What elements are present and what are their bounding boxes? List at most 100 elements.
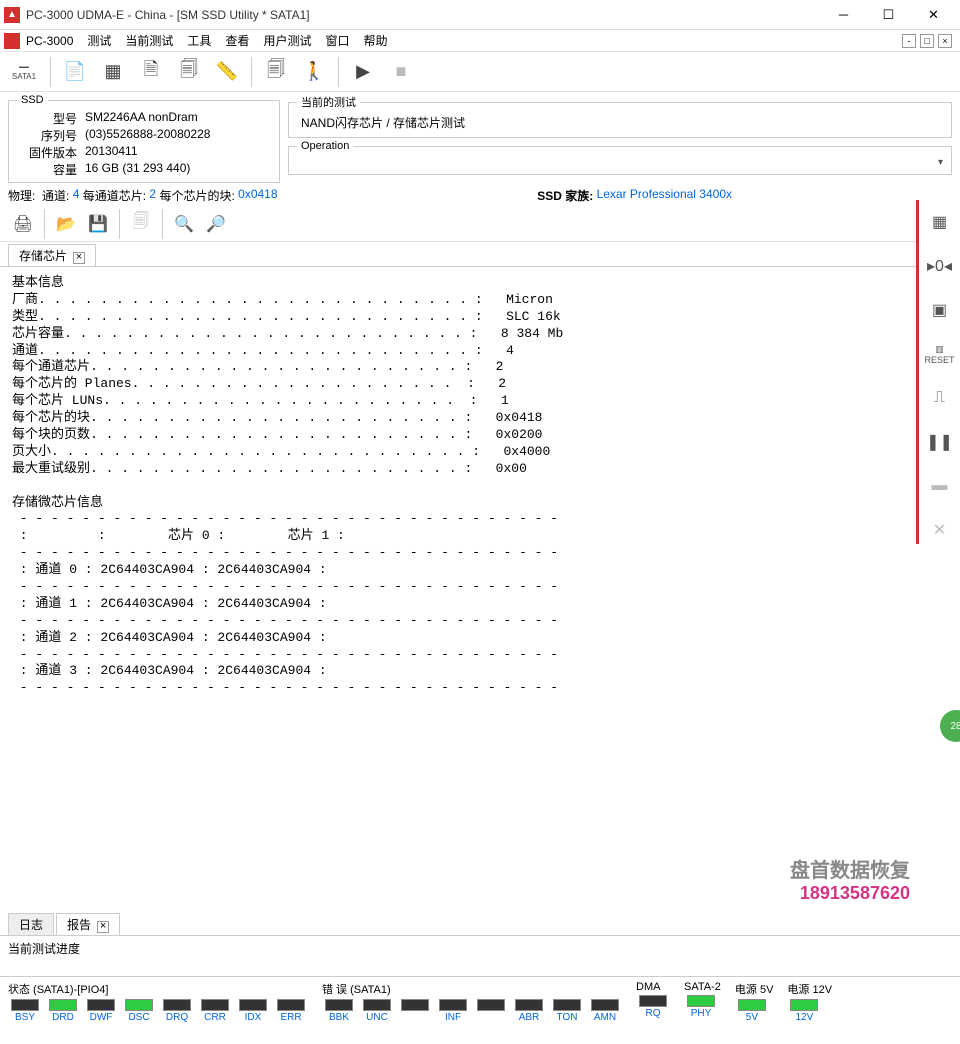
sg1-title: 状态 (SATA1)-[PIO4]: [8, 981, 308, 997]
menu-current-test[interactable]: 当前测试: [125, 32, 173, 49]
led-PHY: PHY: [684, 995, 718, 1019]
rs-pause-icon[interactable]: ❚❚: [926, 428, 954, 456]
rs-module-icon[interactable]: ▣: [926, 296, 954, 324]
maximize-button[interactable]: ☐: [866, 1, 911, 29]
titlebar: ▲ PC-3000 UDMA-E - China - [SM SSD Utili…: [0, 0, 960, 30]
led-INF: INF: [436, 999, 470, 1023]
open-icon[interactable]: 📂: [51, 209, 81, 239]
led-5V: 5V: [735, 999, 769, 1023]
info-l4: 通道. . . . . . . . . . . . . . . . . . . …: [12, 343, 514, 358]
status-group-sata2: SATA-2 PHY: [684, 981, 721, 1023]
window-title: PC-3000 UDMA-E - China - [SM SSD Utility…: [26, 8, 821, 22]
tab-log[interactable]: 日志: [8, 913, 54, 935]
ssd-model-label: 型号: [17, 110, 77, 127]
tab-report[interactable]: 报告×: [56, 913, 120, 935]
family-label: SSD 家族:: [537, 187, 593, 204]
led-ABR: ABR: [512, 999, 546, 1023]
ssd-serial-label: 序列号: [17, 127, 77, 144]
minimize-button[interactable]: ─: [821, 1, 866, 29]
mdi-restore[interactable]: □: [920, 34, 934, 48]
progress-label: 当前测试进度: [8, 940, 952, 957]
led-DRD: DRD: [46, 999, 80, 1023]
tb-stop-icon[interactable]: ■: [383, 54, 419, 90]
tb-docs-icon[interactable]: 🗎: [133, 54, 169, 90]
phys-chips: 2: [149, 187, 156, 204]
close-button[interactable]: ✕: [911, 1, 956, 29]
sata-button[interactable]: ━━SATA1: [4, 54, 44, 90]
info-hdr2: - - - - - - - - - - - - - - - - - - - - …: [12, 545, 566, 560]
menu-user-test[interactable]: 用户测试: [263, 32, 311, 49]
tab-report-close-icon[interactable]: ×: [97, 921, 109, 933]
rs-chip-icon[interactable]: ▦: [926, 208, 954, 236]
ssd-fw: 20130411: [85, 144, 138, 161]
ssd-cap: 16 GB (31 293 440): [85, 161, 190, 178]
sg2-title: 错 误 (SATA1): [322, 981, 622, 997]
ssd-fw-label: 固件版本: [17, 144, 77, 161]
mdi-close[interactable]: ×: [938, 34, 952, 48]
phys-ch: 4: [73, 187, 80, 204]
info-l6: 每个芯片的 Planes. . . . . . . . . . . . . . …: [12, 376, 506, 391]
led-CRR: CRR: [198, 999, 232, 1023]
tb-play-icon[interactable]: ▶: [345, 54, 381, 90]
rs-tools-icon[interactable]: ✕: [926, 516, 954, 544]
led-IDX: IDX: [236, 999, 270, 1023]
rs-ic-icon[interactable]: ▬: [926, 472, 954, 500]
save-icon[interactable]: 💾: [83, 209, 113, 239]
mdi-minimize[interactable]: -: [902, 34, 916, 48]
rs-reset-button[interactable]: ▥RESET: [926, 340, 954, 368]
info-hdr5: - - - - - - - - - - - - - - - - - - - - …: [12, 647, 566, 662]
sg3-title: DMA: [636, 981, 670, 993]
status-group-dma: DMA RQ: [636, 981, 670, 1023]
copy-icon[interactable]: 🗐: [126, 209, 156, 239]
menu-window[interactable]: 窗口: [325, 32, 349, 49]
led-DRQ: DRQ: [160, 999, 194, 1023]
sg6-title: 电源 12V: [787, 981, 832, 997]
led-BBK: BBK: [322, 999, 356, 1023]
rs-connector-icon[interactable]: ⎍: [926, 384, 954, 412]
menu-tools[interactable]: 工具: [187, 32, 211, 49]
current-test-fieldset: 当前的测试 NAND闪存芯片 / 存储芯片测试: [288, 94, 952, 138]
progress-section: 当前测试进度: [0, 936, 960, 976]
phys-blocks-label: 每个芯片的块:: [159, 187, 234, 204]
phys-chips-label: 每通道芯片:: [83, 187, 146, 204]
info-r3: : 通道 3 : 2C64403CA904 : 2C64403CA904 :: [12, 663, 327, 678]
tb-doc-icon[interactable]: 📄: [57, 54, 93, 90]
ssd-legend: SSD: [17, 94, 48, 106]
find-next-icon[interactable]: 🔎: [201, 209, 231, 239]
led-TON: TON: [550, 999, 584, 1023]
info-l7: 每个芯片 LUNs. . . . . . . . . . . . . . . .…: [12, 393, 509, 408]
info-l8: 每个芯片的块. . . . . . . . . . . . . . . . . …: [12, 410, 542, 425]
menu-test[interactable]: 测试: [87, 32, 111, 49]
tb-sheet-icon[interactable]: 🗐: [171, 54, 207, 90]
led-UNC: UNC: [360, 999, 394, 1023]
info-r0: : 通道 0 : 2C64403CA904 : 2C64403CA904 :: [12, 562, 327, 577]
tab-close-icon[interactable]: ×: [73, 252, 85, 264]
rs-zero-icon[interactable]: ▸0◂: [926, 252, 954, 280]
tb-chip-icon[interactable]: ▦: [95, 54, 131, 90]
find-icon[interactable]: 🔍: [169, 209, 199, 239]
led-DWF: DWF: [84, 999, 118, 1023]
menu-help[interactable]: 帮助: [363, 32, 387, 49]
tb-ruler-icon[interactable]: 📏: [209, 54, 245, 90]
status-group-5v: 电源 5V 5V: [735, 981, 774, 1023]
tab-storage-chip[interactable]: 存储芯片×: [8, 244, 96, 266]
led-RQ: RQ: [636, 995, 670, 1019]
watermark-phone: 18913587620: [790, 883, 910, 904]
ssd-cap-label: 容量: [17, 161, 77, 178]
chevron-down-icon[interactable]: ▾: [938, 157, 943, 168]
current-test-value: NAND闪存芯片 / 存储芯片测试: [297, 112, 943, 133]
content-area: 基本信息 厂商. . . . . . . . . . . . . . . . .…: [0, 267, 960, 907]
tb-copy-icon[interactable]: 🗐: [258, 54, 294, 90]
menu-view[interactable]: 查看: [225, 32, 249, 49]
menu-app[interactable]: PC-3000: [26, 34, 73, 48]
content-tabs: 存储芯片×: [0, 242, 960, 267]
operation-dropdown[interactable]: [297, 154, 938, 170]
print-icon[interactable]: 🖨: [8, 209, 38, 239]
ssd-model: SM2246AA nonDram: [85, 110, 198, 127]
tb-exit-icon[interactable]: 🚶: [296, 54, 332, 90]
phys-row: 物理: 通道: 4 每通道芯片: 2 每个芯片的块: 0x0418 SSD 家族…: [0, 185, 960, 206]
watermark-text: 盘首数据恢复: [790, 854, 910, 883]
led-12V: 12V: [787, 999, 821, 1023]
ssd-serial: (03)5526888-20080228: [85, 127, 210, 144]
info-l9: 每个块的页数. . . . . . . . . . . . . . . . . …: [12, 427, 542, 442]
